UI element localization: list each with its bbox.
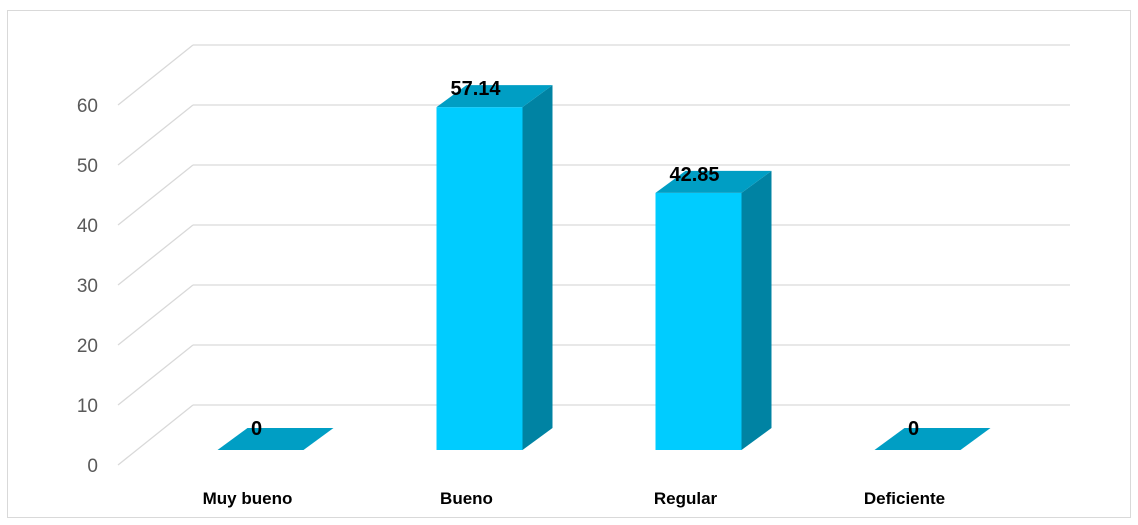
- y-axis-ticks: 0 10 20 30 40 50 60: [77, 96, 98, 477]
- data-label: 42.85: [669, 164, 719, 186]
- category-labels: Muy bueno Bueno Regular Deficiente: [203, 489, 945, 508]
- bar-top: [655, 170, 772, 193]
- data-label: 57.14: [450, 78, 501, 100]
- y-tick-label: 0: [87, 456, 98, 477]
- bar-side: [741, 170, 772, 450]
- bar: [655, 170, 772, 450]
- data-label: 0: [908, 418, 919, 440]
- x-category-label: Muy bueno: [203, 489, 293, 508]
- y-tick-label: 60: [77, 96, 98, 117]
- x-category-label: Regular: [654, 489, 718, 508]
- bar-floor: [874, 428, 991, 450]
- x-category-label: Deficiente: [864, 489, 945, 508]
- bar-side: [522, 85, 553, 450]
- gridline-diagonal: [117, 344, 194, 406]
- bar: [217, 428, 334, 450]
- bar: [874, 428, 991, 450]
- gridline-diagonal: [117, 284, 194, 346]
- bar-front: [436, 107, 523, 450]
- bar: [436, 85, 553, 450]
- gridline-diagonal: [117, 104, 194, 166]
- x-category-label: Bueno: [440, 489, 493, 508]
- bars: [217, 85, 991, 450]
- gridlines: [117, 44, 1070, 466]
- y-tick-label: 40: [77, 216, 98, 237]
- bar-front: [655, 192, 742, 450]
- y-tick-label: 30: [77, 276, 98, 297]
- bar-top: [436, 85, 553, 108]
- gridline-diagonal: [117, 224, 194, 286]
- data-label: 0: [251, 418, 262, 440]
- gridline-diagonal: [117, 44, 194, 106]
- bar-floor: [217, 428, 334, 450]
- gridline-diagonal: [117, 404, 194, 466]
- y-tick-label: 50: [77, 156, 98, 177]
- y-tick-label: 10: [77, 396, 98, 417]
- y-tick-label: 20: [77, 336, 98, 357]
- data-labels: 0 57.14 42.85 0: [251, 78, 919, 440]
- gridline-diagonal: [117, 164, 194, 226]
